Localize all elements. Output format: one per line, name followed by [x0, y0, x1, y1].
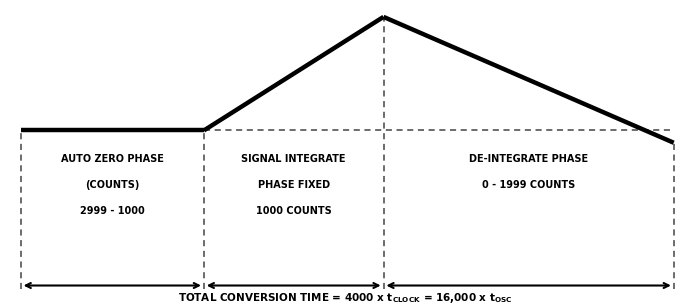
Text: 0 - 1999 COUNTS: 0 - 1999 COUNTS	[482, 180, 575, 190]
Text: PHASE FIXED: PHASE FIXED	[258, 180, 330, 190]
Text: AUTO ZERO PHASE: AUTO ZERO PHASE	[61, 154, 164, 164]
Text: (COUNTS): (COUNTS)	[85, 180, 140, 190]
Text: DE-INTEGRATE PHASE: DE-INTEGRATE PHASE	[469, 154, 588, 164]
Text: 2999 - 1000: 2999 - 1000	[80, 206, 144, 216]
Text: SIGNAL INTEGRATE: SIGNAL INTEGRATE	[241, 154, 346, 164]
Text: 1000 COUNTS: 1000 COUNTS	[256, 206, 332, 216]
Text: TOTAL CONVERSION TIME = 4000 x t$_{\mathregular{CLOCK}}$ = 16,000 x t$_{\mathreg: TOTAL CONVERSION TIME = 4000 x t$_{\math…	[178, 291, 513, 305]
